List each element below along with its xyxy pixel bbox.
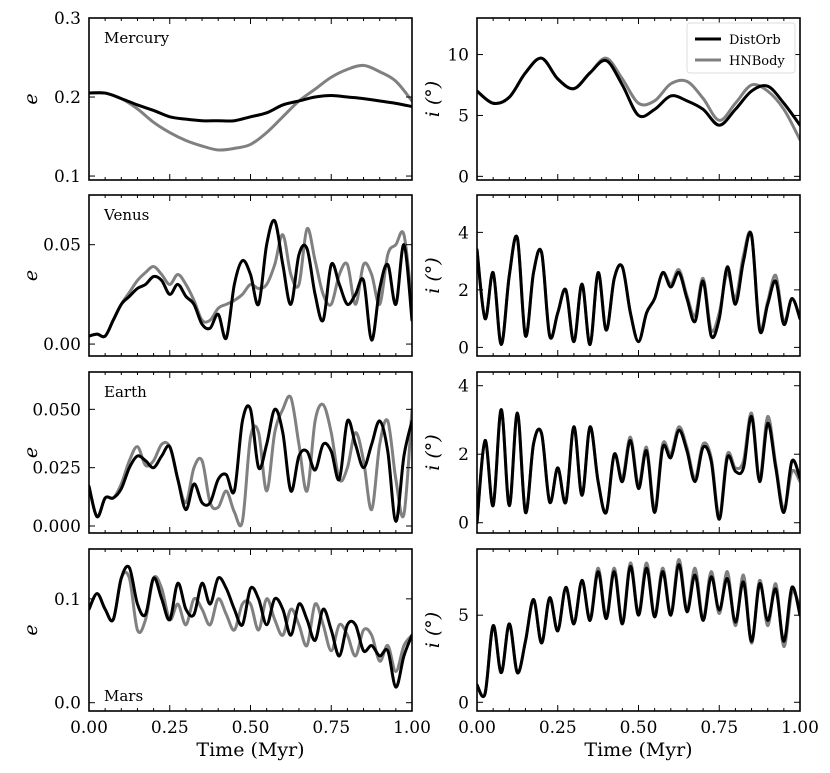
- y-axis-label: e: [20, 93, 42, 104]
- y-tick-label: 4: [458, 223, 469, 243]
- venus-e-panel: 0.00 0.05 e Venus: [20, 194, 413, 357]
- earth-e-distorb-line: [89, 404, 412, 523]
- planet-label: Mercury: [104, 29, 170, 47]
- mars-i-hnbody-line: [477, 557, 800, 699]
- x-tick-label: 0.00: [70, 718, 108, 738]
- venus-e-distorb-line: [89, 218, 412, 342]
- y-tick-label: 5: [458, 606, 469, 626]
- venus-e-hnbody-line: [89, 227, 412, 339]
- y-tick-label: 0.2: [54, 88, 81, 108]
- venus-i-panel: 0 2 4 i (°): [422, 194, 801, 358]
- y-tick-label: 0: [458, 693, 469, 713]
- x-axis-label: Time (Myr): [196, 739, 304, 761]
- y-axis-label: e: [20, 270, 42, 281]
- mercury-e-panel: 0.1 0.2 0.3 e Mercury: [20, 9, 413, 187]
- y-tick-label: 0.1: [54, 590, 81, 610]
- axes-frame: [476, 548, 801, 712]
- earth-e-hnbody-line: [89, 394, 412, 528]
- y-tick-label: 2: [458, 445, 469, 465]
- y-tick-label: 0.00: [43, 335, 81, 355]
- legend: DistOrb HNBody: [686, 22, 796, 74]
- earth-i-panel: 0 2 4 i (°): [422, 371, 801, 534]
- y-tick-label: 0.1: [54, 167, 81, 187]
- mars-e-distorb-line: [89, 564, 412, 689]
- x-tick-label: 1.00: [393, 718, 431, 738]
- mars-i-panel: 0 5 0.00 0.25 0.50 0.75 1.00 Time (Myr) i (°): [422, 548, 819, 761]
- mercury-e-hnbody-line: [89, 63, 412, 152]
- y-tick-label: 0.000: [32, 517, 81, 537]
- x-tick-label: 0.50: [232, 718, 270, 738]
- y-tick-label: 0: [458, 167, 469, 187]
- mars-e-panel: 0.0 0.1 0.00 0.25 0.50 0.75 1.00 Time (Myr) e Mar…: [20, 548, 431, 761]
- mercury-i-panel: 0 5 10i (°) DistOrb HNBody: [422, 17, 801, 187]
- mars-e-hnbody-line: [89, 570, 412, 674]
- y-tick-label: 2: [458, 281, 469, 301]
- legend-label-distorb: DistOrb: [729, 33, 781, 48]
- y-axis-label: i (°): [422, 612, 444, 648]
- y-tick-label: 0.050: [32, 400, 81, 420]
- y-axis-label: i (°): [422, 257, 444, 293]
- planet-label: Earth: [104, 383, 147, 401]
- y-axis-label: e: [20, 447, 42, 458]
- venus-i-distorb-line: [477, 231, 800, 347]
- mercury-e-distorb-line: [89, 91, 412, 123]
- earth-i-distorb-line: [477, 408, 800, 525]
- x-tick-label: 0.50: [620, 718, 658, 738]
- legend-label-hnbody: HNBody: [729, 54, 785, 69]
- y-axis-label: i (°): [422, 81, 444, 117]
- planet-label: Mars: [104, 687, 143, 705]
- x-tick-label: 0.25: [151, 718, 189, 738]
- y-tick-label: 10: [447, 46, 469, 66]
- y-tick-label: 0.3: [54, 9, 81, 29]
- y-tick-label: 0: [458, 514, 469, 534]
- earth-e-panel: 0.000 0.025 0.050 e Earth: [20, 371, 413, 537]
- x-tick-label: 0.75: [312, 718, 350, 738]
- y-tick-label: 5: [458, 106, 469, 126]
- y-tick-label: 0: [458, 338, 469, 358]
- mercury-i-distorb-line: [477, 56, 800, 127]
- x-tick-label: 0.25: [539, 718, 577, 738]
- y-tick-label: 0.05: [43, 236, 81, 256]
- y-tick-label: 0.025: [32, 459, 81, 479]
- x-axis-label: Time (Myr): [584, 739, 692, 761]
- y-tick-label: 0.0: [54, 694, 81, 714]
- y-tick-label: 4: [458, 377, 469, 397]
- x-tick-label: 0.75: [700, 718, 738, 738]
- x-tick-label: 0.00: [458, 718, 496, 738]
- y-axis-label: i (°): [422, 434, 444, 470]
- x-tick-label: 1.00: [781, 718, 819, 738]
- planet-label: Venus: [103, 206, 149, 224]
- mars-i-distorb-line: [477, 563, 800, 699]
- y-axis-label: e: [20, 624, 42, 635]
